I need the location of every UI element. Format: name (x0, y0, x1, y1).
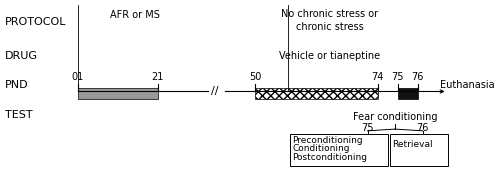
Text: 74: 74 (372, 72, 384, 82)
Bar (290, 134, 388, 166)
Text: Vehicle or tianeptine: Vehicle or tianeptine (280, 51, 380, 61)
Text: 76: 76 (416, 123, 428, 133)
Text: 76: 76 (412, 72, 424, 82)
Text: 75: 75 (391, 72, 404, 82)
Bar (398, 88, 417, 99)
Text: AFR or MS: AFR or MS (110, 10, 160, 20)
Bar (390, 134, 448, 166)
Text: Preconditioning: Preconditioning (292, 136, 363, 145)
Text: Conditioning: Conditioning (292, 144, 350, 154)
Text: 75: 75 (361, 123, 374, 133)
Text: Retrieval: Retrieval (392, 140, 432, 149)
Text: TEST: TEST (5, 110, 32, 120)
Text: PND: PND (5, 81, 28, 90)
Bar (78, 88, 158, 99)
Text: 50: 50 (249, 72, 261, 82)
Text: DRUG: DRUG (5, 51, 38, 61)
Text: Euthanasia: Euthanasia (440, 81, 494, 90)
Text: 01: 01 (72, 72, 84, 82)
Text: 21: 21 (152, 72, 164, 82)
Text: //: // (211, 87, 219, 96)
Text: PROTOCOL: PROTOCOL (5, 17, 66, 27)
Bar (255, 88, 378, 99)
Text: Postconditioning: Postconditioning (292, 153, 368, 162)
Text: Fear conditioning: Fear conditioning (353, 112, 437, 122)
Text: No chronic stress or
chronic stress: No chronic stress or chronic stress (282, 9, 378, 32)
